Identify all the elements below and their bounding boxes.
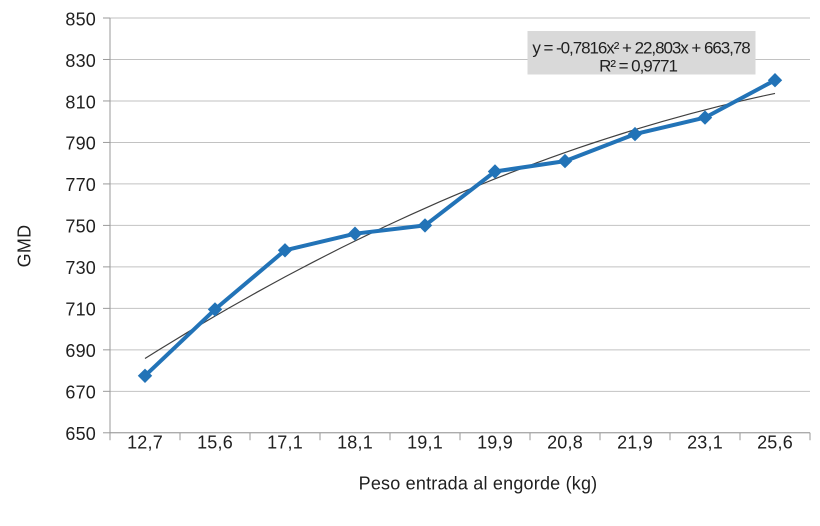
svg-text:730: 730 [65,258,96,278]
svg-text:23,1: 23,1 [687,433,723,453]
svg-text:18,1: 18,1 [337,433,373,453]
svg-text:17,1: 17,1 [267,433,303,453]
svg-text:R² = 0,9771: R² = 0,9771 [599,57,677,76]
svg-text:710: 710 [65,300,96,320]
svg-text:750: 750 [65,217,96,237]
svg-text:650: 650 [65,424,96,444]
svg-text:790: 790 [65,134,96,154]
svg-text:Peso entrada al engorde (kg): Peso entrada al engorde (kg) [359,474,598,494]
svg-text:19,1: 19,1 [407,433,443,453]
svg-text:770: 770 [65,175,96,195]
svg-text:830: 830 [65,51,96,71]
svg-text:20,8: 20,8 [547,433,583,453]
svg-text:690: 690 [65,341,96,361]
svg-text:810: 810 [65,92,96,112]
svg-text:15,6: 15,6 [197,433,233,453]
svg-text:25,6: 25,6 [757,433,793,453]
svg-text:19,9: 19,9 [477,433,513,453]
svg-text:GMD: GMD [15,225,35,268]
svg-text:12,7: 12,7 [127,433,163,453]
svg-text:y = -0,7816x² + 22,803x + 663,: y = -0,7816x² + 22,803x + 663,78 [532,39,750,58]
svg-text:850: 850 [65,9,96,29]
svg-text:21,9: 21,9 [617,433,653,453]
svg-text:670: 670 [65,383,96,403]
